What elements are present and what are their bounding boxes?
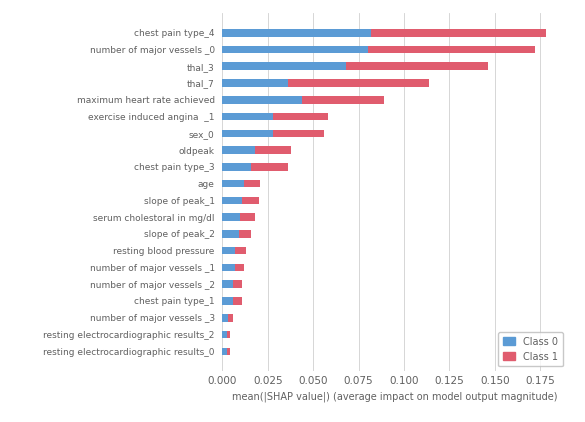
Bar bbox=[273, 113, 328, 120]
Bar bbox=[273, 130, 324, 137]
Bar bbox=[222, 79, 288, 87]
Bar bbox=[222, 96, 302, 103]
Legend: Class 0, Class 1: Class 0, Class 1 bbox=[498, 332, 563, 366]
Bar bbox=[222, 331, 227, 338]
Bar bbox=[371, 29, 546, 37]
Bar bbox=[367, 46, 535, 53]
Bar bbox=[222, 347, 227, 355]
Bar bbox=[228, 314, 233, 322]
Bar bbox=[222, 264, 235, 271]
Bar bbox=[288, 79, 429, 87]
Bar bbox=[233, 281, 242, 288]
Bar bbox=[244, 180, 260, 187]
Bar bbox=[227, 347, 230, 355]
Bar bbox=[252, 163, 288, 170]
Bar bbox=[242, 197, 259, 204]
Bar bbox=[235, 247, 246, 254]
Bar bbox=[240, 214, 255, 221]
Bar bbox=[233, 297, 242, 305]
Bar bbox=[222, 214, 240, 221]
Bar bbox=[222, 281, 233, 288]
Bar bbox=[255, 146, 291, 154]
Bar bbox=[222, 163, 252, 170]
Bar bbox=[302, 96, 384, 103]
Bar bbox=[222, 130, 273, 137]
Bar bbox=[222, 29, 371, 37]
Bar bbox=[222, 146, 255, 154]
Bar bbox=[227, 331, 230, 338]
Bar bbox=[222, 113, 273, 120]
X-axis label: mean(|SHAP value|) (average impact on model output magnitude): mean(|SHAP value|) (average impact on mo… bbox=[232, 392, 558, 402]
Bar bbox=[222, 247, 235, 254]
Bar bbox=[222, 230, 239, 238]
Bar bbox=[222, 46, 367, 53]
Bar bbox=[222, 314, 228, 322]
Bar bbox=[222, 62, 346, 70]
Bar bbox=[346, 62, 487, 70]
Bar bbox=[235, 264, 244, 271]
Bar bbox=[222, 197, 242, 204]
Bar bbox=[222, 297, 233, 305]
Bar bbox=[239, 230, 252, 238]
Bar bbox=[222, 180, 244, 187]
